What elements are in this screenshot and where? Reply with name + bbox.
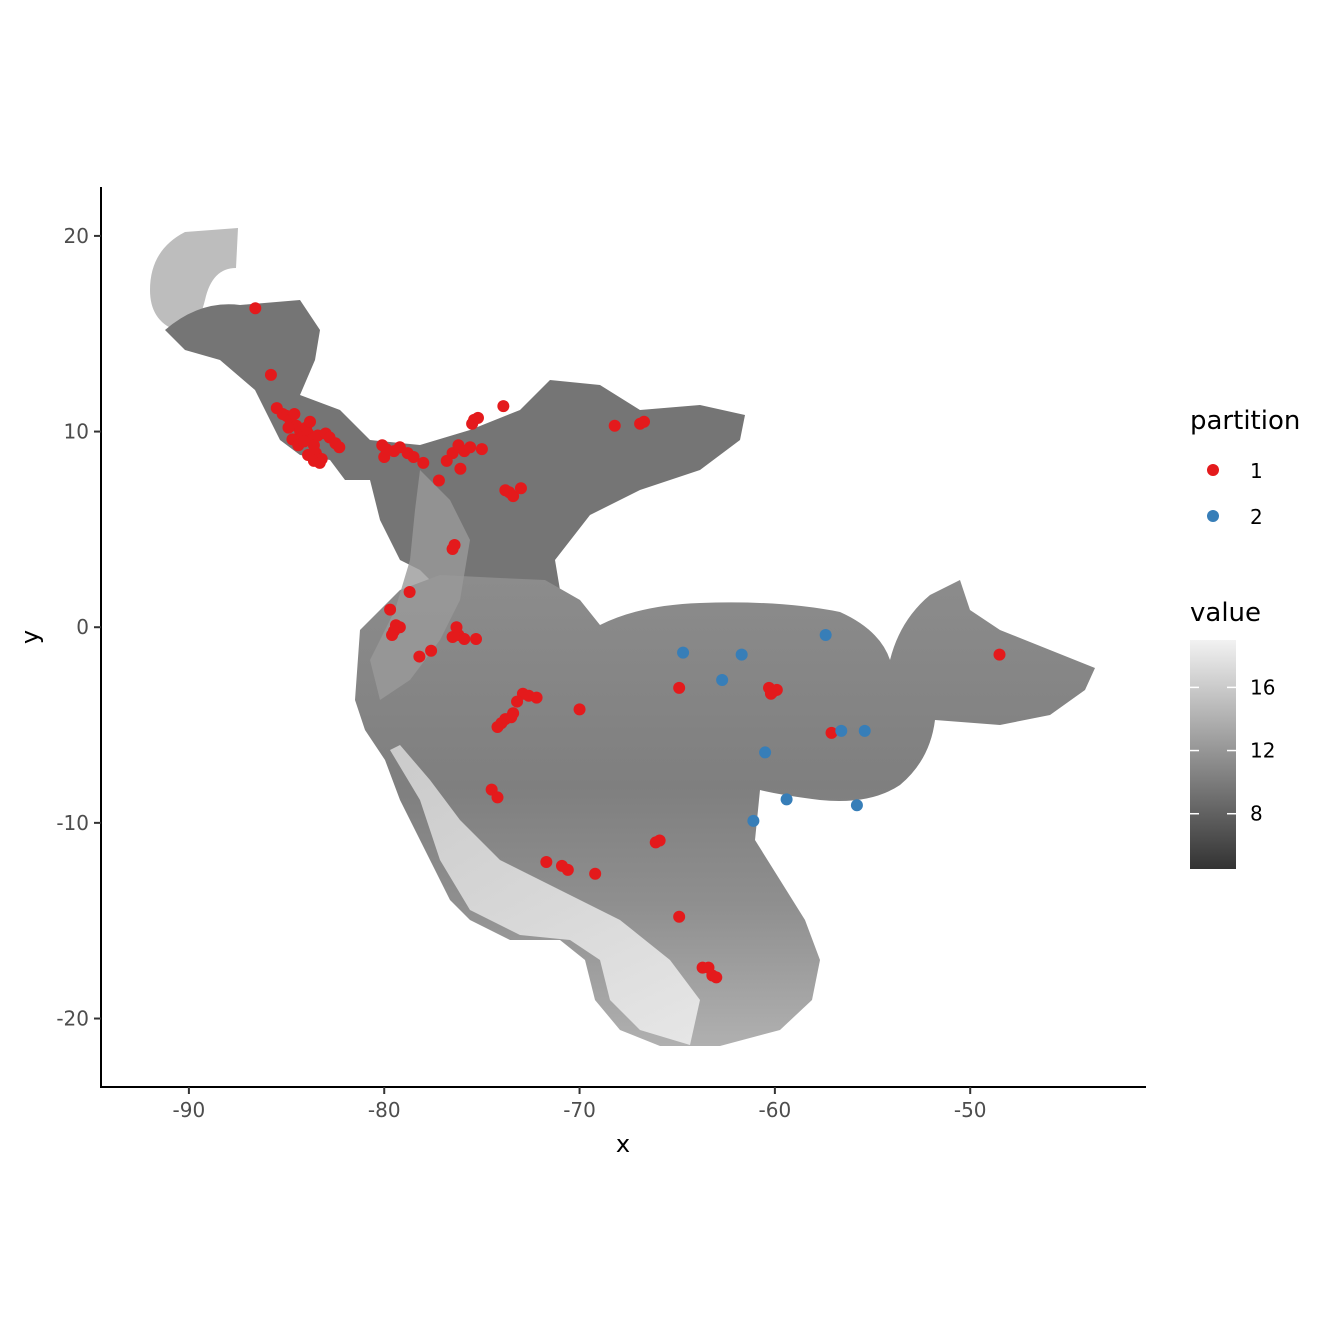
point-partition-1	[378, 451, 391, 463]
legend-partition: partition 12	[1190, 406, 1300, 529]
raster-andes-north	[370, 470, 470, 700]
point-partition-1	[413, 650, 426, 663]
axes: -90 -80 -70 -60 -50 -20 -10 0 10 20 x y	[16, 187, 1146, 1158]
legend-partition-entries: 12	[1207, 459, 1263, 529]
point-partition-1	[673, 910, 686, 923]
point-partition-1	[454, 462, 467, 475]
point-partition-2	[835, 724, 848, 737]
y-tick-label: 0	[76, 615, 89, 639]
colorbar-tick-label: 16	[1250, 675, 1275, 699]
legend-value: value 16 12 8	[1190, 598, 1275, 869]
colorbar-tick-label: 8	[1250, 802, 1263, 826]
x-tick-label: -90	[173, 1098, 206, 1122]
point-partition-2	[735, 648, 748, 661]
point-partition-1	[497, 400, 510, 413]
point-partition-1	[448, 539, 461, 552]
x-tick-label: -50	[954, 1098, 987, 1122]
point-partition-1	[425, 644, 438, 657]
point-partition-2	[858, 724, 871, 737]
x-tick-label: -60	[759, 1098, 792, 1122]
y-axis-title: y	[16, 630, 44, 644]
point-partition-1	[507, 490, 520, 503]
points-layer	[249, 302, 1006, 984]
point-partition-1	[288, 407, 301, 420]
point-partition-1	[825, 726, 838, 739]
point-partition-1	[491, 721, 504, 733]
point-partition-2	[747, 814, 760, 827]
point-partition-1	[458, 632, 471, 645]
point-partition-1	[638, 415, 651, 428]
x-tick-label: -70	[563, 1098, 596, 1122]
point-partition-1	[464, 441, 477, 454]
y-tick-label: 10	[64, 420, 89, 444]
point-partition-2	[759, 746, 772, 759]
x-axis-title: x	[616, 1130, 630, 1158]
point-partition-2	[850, 799, 863, 812]
legend-value-title: value	[1190, 598, 1261, 628]
legend-label-2: 2	[1250, 505, 1263, 529]
point-partition-1	[403, 586, 416, 598]
point-partition-1	[511, 695, 524, 708]
legend-partition-title: partition	[1190, 406, 1300, 436]
colorbar-tick-label: 12	[1250, 739, 1275, 763]
point-partition-1	[470, 632, 483, 645]
point-partition-2	[819, 629, 832, 642]
point-partition-1	[561, 863, 574, 876]
point-partition-1	[450, 621, 463, 634]
point-partition-1	[387, 625, 400, 638]
y-tick-label: -20	[56, 1007, 89, 1031]
legend-key-1	[1207, 464, 1219, 476]
x-ticks: -90 -80 -70 -60 -50	[173, 1087, 987, 1122]
point-partition-1	[417, 456, 430, 469]
point-partition-1	[264, 368, 277, 381]
legend-key-2	[1207, 510, 1219, 522]
point-partition-1	[282, 421, 295, 434]
raster-layer	[150, 228, 1095, 1046]
point-partition-1	[673, 681, 686, 694]
point-partition-2	[677, 646, 690, 659]
point-partition-1	[540, 856, 553, 868]
point-partition-1	[432, 474, 445, 487]
point-partition-1	[471, 411, 484, 424]
point-partition-1	[764, 687, 777, 700]
point-partition-1	[475, 443, 488, 456]
point-partition-1	[573, 703, 586, 716]
raster-mexico-cap	[150, 228, 238, 332]
point-partition-1	[653, 834, 666, 847]
point-partition-1	[530, 691, 543, 704]
point-partition-2	[716, 674, 729, 687]
raster-amazon	[355, 575, 1095, 1046]
point-partition-1	[304, 415, 316, 428]
point-partition-1	[993, 648, 1006, 661]
point-partition-1	[608, 419, 621, 432]
y-tick-label: 20	[64, 224, 89, 248]
point-partition-1	[333, 441, 346, 454]
point-partition-1	[710, 971, 723, 984]
point-partition-1	[514, 482, 527, 495]
point-partition-1	[313, 456, 326, 469]
point-partition-1	[491, 791, 504, 804]
legend-value-colorbar	[1190, 640, 1236, 869]
point-partition-1	[298, 435, 311, 448]
y-ticks: -20 -10 0 10 20	[56, 224, 101, 1031]
raster-andes	[390, 745, 700, 1045]
point-partition-1	[589, 867, 602, 880]
legend-label-1: 1	[1250, 459, 1263, 483]
point-partition-1	[407, 451, 420, 463]
point-partition-1	[384, 603, 397, 616]
y-tick-label: -10	[56, 811, 89, 835]
legend-value-ticks: 16 12 8	[1190, 675, 1275, 826]
point-partition-1	[507, 707, 520, 720]
point-partition-1	[249, 302, 262, 315]
point-partition-2	[780, 793, 793, 806]
x-tick-label: -80	[368, 1098, 401, 1122]
